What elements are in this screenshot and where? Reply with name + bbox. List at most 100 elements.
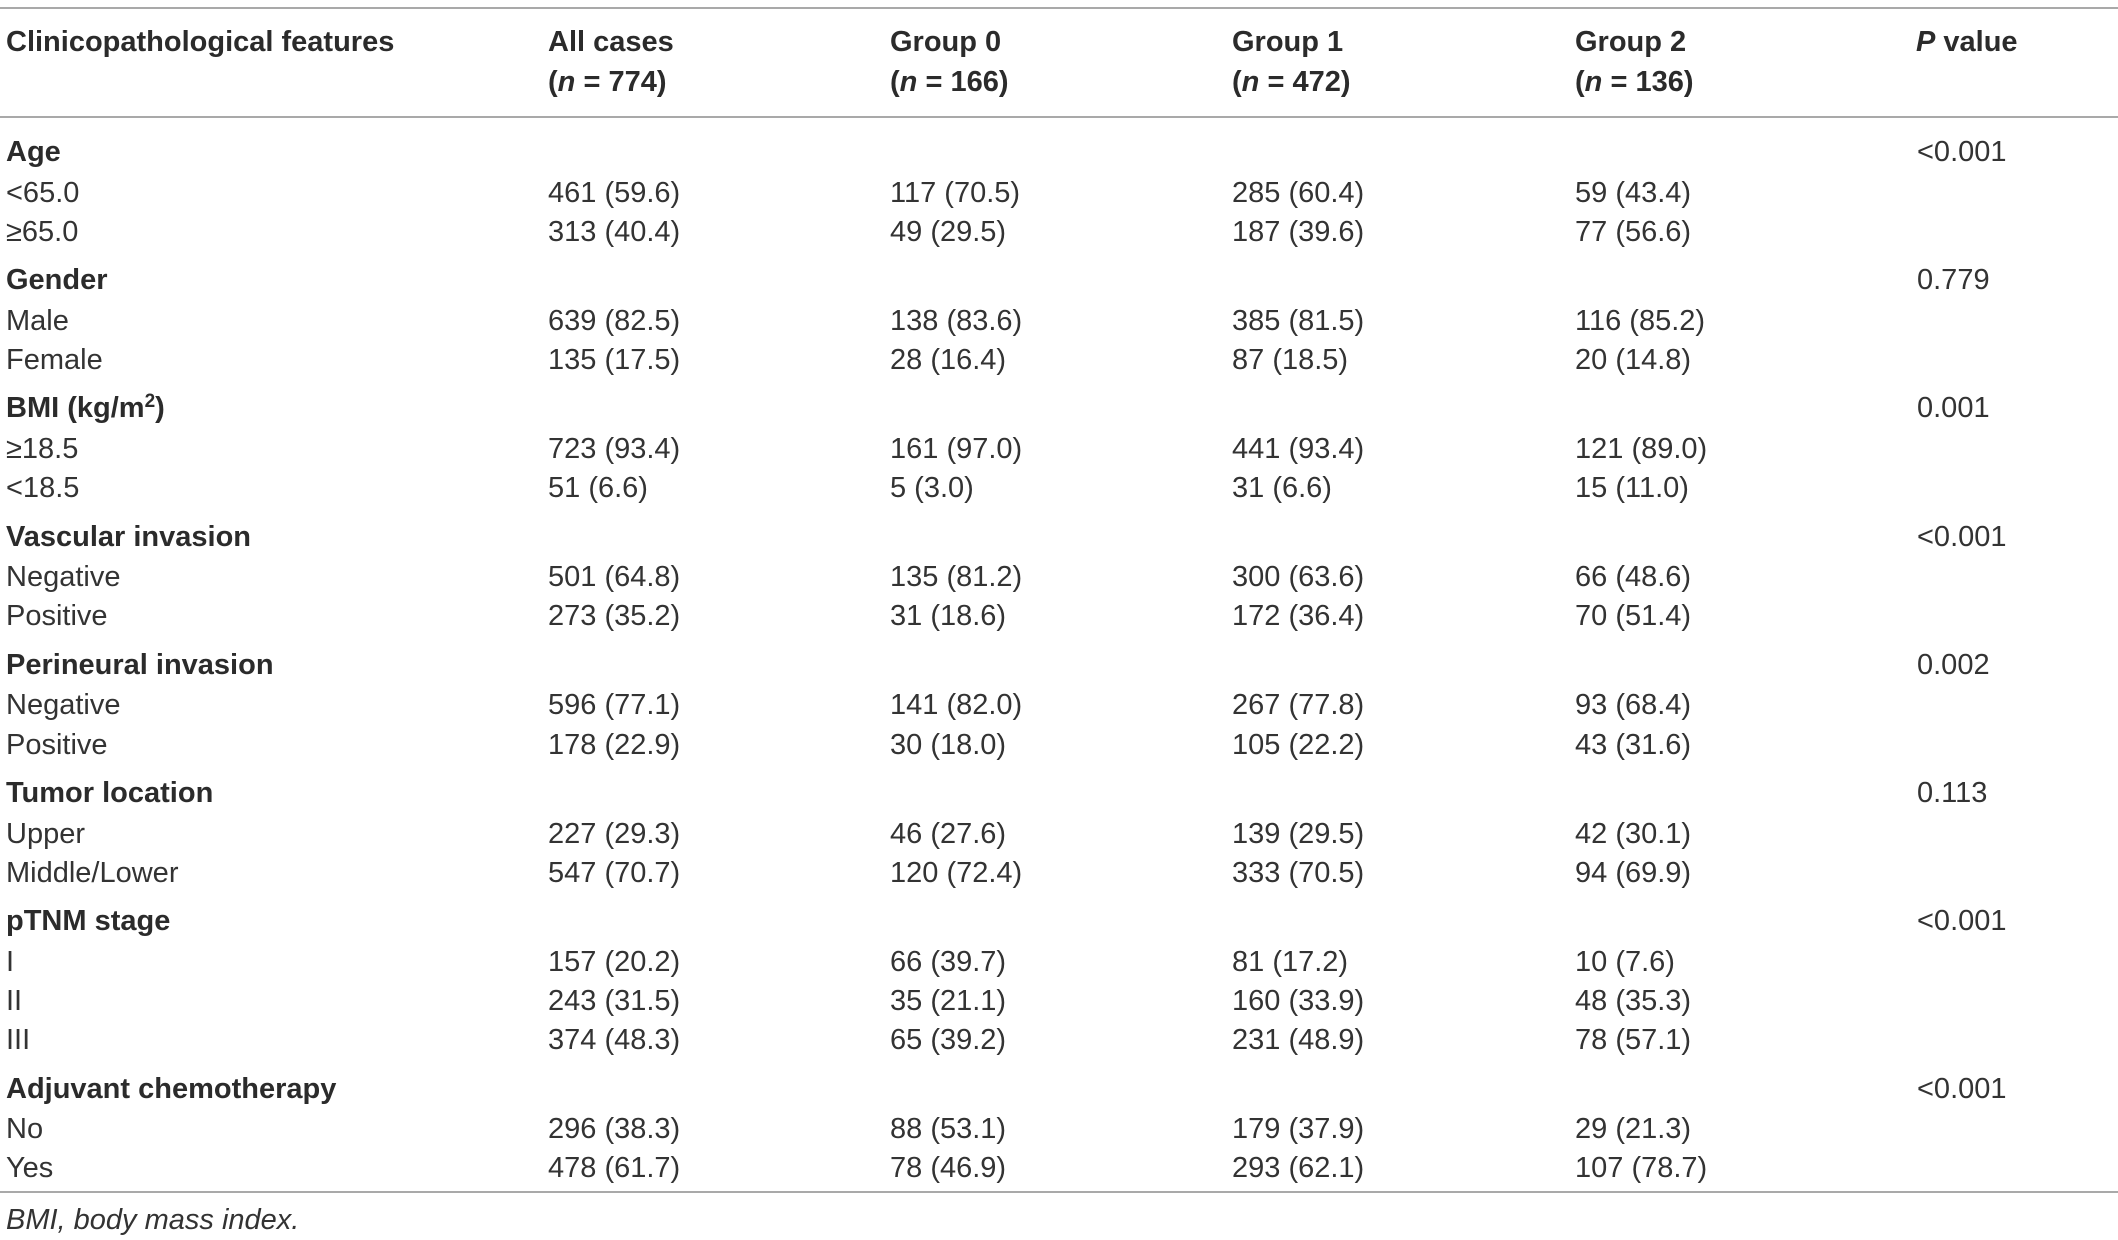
group1-value: 81 (17.2)	[1232, 945, 1349, 978]
group2-value: 66 (48.6)	[1575, 561, 1692, 594]
header-group0: Group 0 (n = 166)	[890, 26, 1009, 98]
group1-value: 333 (70.5)	[1232, 856, 1365, 889]
p-value: <0.001	[1917, 520, 2007, 553]
group2-value: 93 (68.4)	[1575, 689, 1692, 722]
all-cases-value: 227 (29.3)	[548, 817, 681, 850]
all-cases-value: 178 (22.9)	[548, 728, 681, 761]
category-label: Age	[6, 132, 61, 172]
all-cases-value: 478 (61.7)	[548, 1152, 681, 1185]
row-label: I	[6, 945, 15, 978]
category-label: Tumor location	[6, 773, 213, 813]
top-rule	[0, 7, 2118, 9]
category-text: pTNM stage	[6, 905, 171, 938]
group0-value: 49 (29.5)	[890, 215, 1007, 248]
group2-value: 10 (7.6)	[1575, 945, 1675, 978]
category-tail: )	[155, 392, 165, 425]
group1-value: 300 (63.6)	[1232, 561, 1365, 594]
all-cases-value: 313 (40.4)	[548, 215, 681, 248]
row-label: Male	[6, 304, 69, 337]
row-label: Positive	[6, 728, 108, 761]
row-label: Positive	[6, 600, 108, 633]
group2-value: 48 (35.3)	[1575, 984, 1692, 1017]
all-cases-value: 296 (38.3)	[548, 1113, 681, 1146]
all-cases-value: 501 (64.8)	[548, 561, 681, 594]
header-features: Clinicopathological features	[6, 26, 395, 58]
row-label: <18.5	[6, 472, 80, 505]
group1-value: 139 (29.5)	[1232, 817, 1365, 850]
header-rule	[0, 116, 2118, 118]
category-superscript: 2	[144, 391, 156, 413]
p-value: <0.001	[1917, 1072, 2007, 1105]
group2-value: 77 (56.6)	[1575, 215, 1692, 248]
group2-value: 94 (69.9)	[1575, 856, 1692, 889]
all-cases-value: 51 (6.6)	[548, 472, 648, 505]
group2-value: 107 (78.7)	[1575, 1152, 1708, 1185]
header-pvalue: P value	[1916, 26, 2018, 58]
group1-value: 105 (22.2)	[1232, 728, 1365, 761]
category-label: BMI (kg/m2)	[6, 388, 165, 428]
p-value: 0.001	[1917, 392, 1990, 425]
table-footnote: BMI, body mass index.	[6, 1204, 300, 1236]
group0-value: 135 (81.2)	[890, 561, 1023, 594]
group0-value: 46 (27.6)	[890, 817, 1007, 850]
all-cases-value: 374 (48.3)	[548, 1024, 681, 1057]
p-value: <0.001	[1917, 136, 2007, 168]
group0-value: 35 (21.1)	[890, 984, 1007, 1017]
group1-value: 385 (81.5)	[1232, 304, 1365, 337]
group1-value: 441 (93.4)	[1232, 432, 1365, 465]
group0-value: 28 (16.4)	[890, 343, 1007, 376]
group1-value: 231 (48.9)	[1232, 1024, 1365, 1057]
all-cases-value: 157 (20.2)	[548, 945, 681, 978]
row-label: Female	[6, 343, 103, 376]
group1-value: 285 (60.4)	[1232, 176, 1365, 209]
all-cases-value: 243 (31.5)	[548, 984, 681, 1017]
group0-value: 5 (3.0)	[890, 472, 974, 505]
category-label: Adjuvant chemotherapy	[6, 1069, 336, 1109]
row-label: Yes	[6, 1152, 54, 1185]
category-text: BMI (kg/m	[6, 392, 145, 425]
group0-value: 138 (83.6)	[890, 304, 1023, 337]
group2-value: 59 (43.4)	[1575, 176, 1692, 209]
group1-value: 267 (77.8)	[1232, 689, 1365, 722]
group0-value: 30 (18.0)	[890, 728, 1007, 761]
row-label: Middle/Lower	[6, 856, 179, 889]
category-text: Vascular invasion	[6, 520, 252, 553]
all-cases-value: 723 (93.4)	[548, 432, 681, 465]
all-cases-value: 461 (59.6)	[548, 176, 681, 209]
category-label: Gender	[6, 260, 108, 300]
all-cases-value: 135 (17.5)	[548, 343, 681, 376]
row-label: III	[6, 1024, 31, 1057]
group0-value: 117 (70.5)	[890, 176, 1021, 209]
p-value: 0.779	[1917, 264, 1990, 297]
header-all-cases: All cases (n = 774)	[548, 26, 674, 98]
group1-value: 160 (33.9)	[1232, 984, 1365, 1017]
group2-value: 29 (21.3)	[1575, 1113, 1692, 1146]
bottom-rule	[0, 1191, 2118, 1193]
group2-value: 43 (31.6)	[1575, 728, 1692, 761]
category-text: Age	[6, 136, 61, 168]
group1-value: 187 (39.6)	[1232, 215, 1365, 248]
group2-value: 70 (51.4)	[1575, 600, 1692, 633]
group0-value: 120 (72.4)	[890, 856, 1023, 889]
group0-value: 78 (46.9)	[890, 1152, 1007, 1185]
category-text: Gender	[6, 264, 108, 297]
all-cases-value: 639 (82.5)	[548, 304, 681, 337]
category-text: Perineural invasion	[6, 648, 274, 681]
header-group1: Group 1 (n = 472)	[1232, 26, 1351, 98]
header-group2: Group 2 (n = 136)	[1575, 26, 1694, 98]
group0-value: 141 (82.0)	[890, 689, 1023, 722]
all-cases-value: 547 (70.7)	[548, 856, 681, 889]
category-label: Perineural invasion	[6, 645, 274, 685]
row-label: Negative	[6, 561, 121, 594]
all-cases-value: 273 (35.2)	[548, 600, 681, 633]
group0-value: 161 (97.0)	[890, 432, 1023, 465]
category-text: Tumor location	[6, 777, 214, 809]
group1-value: 293 (62.1)	[1232, 1152, 1365, 1185]
group2-value: 78 (57.1)	[1575, 1024, 1692, 1057]
all-cases-value: 596 (77.1)	[548, 689, 681, 722]
group2-value: 116 (85.2)	[1575, 304, 1706, 337]
row-label: No	[6, 1113, 44, 1146]
group2-value: 42 (30.1)	[1575, 817, 1692, 850]
group1-value: 179 (37.9)	[1232, 1113, 1365, 1146]
row-label: Negative	[6, 689, 121, 722]
